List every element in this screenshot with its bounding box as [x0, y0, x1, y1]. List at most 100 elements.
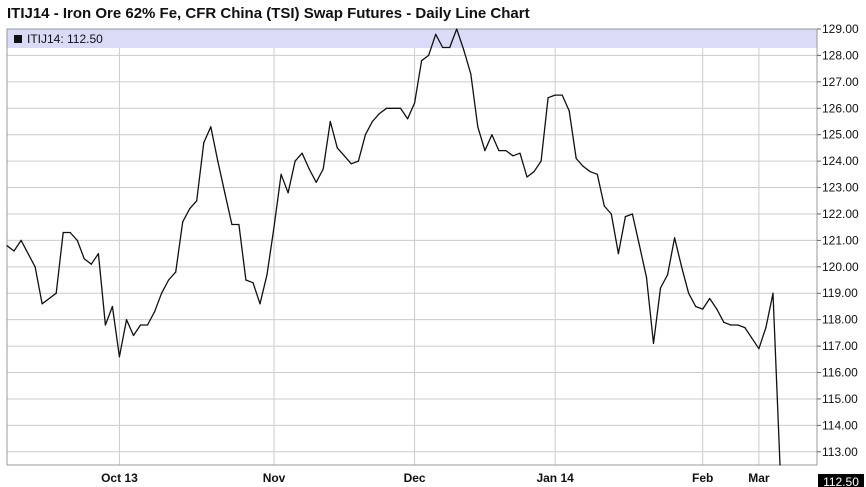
data-point [168, 279, 170, 281]
data-point [652, 342, 655, 344]
data-point [182, 221, 184, 223]
data-point [477, 126, 479, 128]
data-point [20, 239, 22, 241]
data-point [484, 150, 486, 152]
y-tick-label: 128.00 [822, 48, 859, 62]
y-tick-label: 126.00 [822, 101, 859, 115]
data-point [175, 271, 177, 273]
data-point [154, 311, 156, 313]
data-point [730, 324, 732, 326]
y-tick-label: 117.00 [822, 339, 858, 353]
data-point [744, 327, 746, 329]
y-tick-label: 127.00 [822, 75, 859, 89]
data-point [111, 305, 113, 308]
series-line-ITIJ14 [6, 28, 781, 466]
x-tick-label: Oct 13 [101, 471, 138, 485]
data-point [6, 245, 8, 247]
data-point [34, 266, 36, 268]
data-point [631, 213, 634, 215]
data-point [491, 134, 493, 136]
data-point [449, 46, 451, 49]
data-point [385, 107, 388, 109]
y-tick-label: 113.00 [822, 445, 858, 459]
data-point [371, 120, 373, 123]
data-point [41, 303, 43, 305]
data-point [273, 226, 275, 228]
data-point [280, 173, 282, 175]
data-point [470, 73, 472, 75]
data-point [463, 49, 465, 51]
y-tick-label: 129.00 [822, 22, 859, 36]
x-tick-label: Mar [748, 471, 770, 485]
data-point [132, 334, 135, 337]
data-point [259, 303, 261, 305]
data-point [322, 168, 324, 170]
y-tick-label: 121.00 [822, 233, 859, 247]
data-point [378, 113, 380, 115]
data-point [772, 292, 774, 294]
data-point [737, 324, 739, 326]
data-point [189, 208, 191, 210]
data-point [90, 263, 92, 265]
y-tick-label: 116.00 [822, 366, 858, 380]
data-point [55, 292, 57, 294]
data-point [442, 46, 444, 49]
data-point [554, 94, 556, 96]
grid-lines [7, 28, 817, 465]
data-point [435, 33, 437, 35]
x-tick-label: Nov [263, 471, 286, 485]
data-point [674, 237, 676, 239]
y-tick-label: 123.00 [822, 181, 859, 195]
x-tick-label: Feb [692, 471, 713, 485]
data-point [308, 168, 310, 170]
data-point [97, 253, 99, 255]
data-point [203, 142, 205, 144]
data-point [301, 152, 303, 154]
legend-label: ITIJ14: 112.50 [27, 32, 103, 46]
data-point [196, 200, 198, 202]
data-point [596, 173, 598, 175]
data-point [568, 110, 570, 112]
data-point [392, 107, 395, 109]
data-point [589, 171, 591, 173]
x-axis: Oct 13 Nov Dec Jan 14 Feb Mar [101, 471, 770, 485]
data-point [547, 97, 549, 99]
data-point [104, 324, 106, 326]
y-tick-label: 114.00 [822, 418, 858, 432]
data-point [582, 165, 584, 167]
y-axis: 113.00 114.00 115.00 116.00 117.00 118.00 119.… [817, 22, 859, 459]
data-point [231, 223, 233, 226]
data-point [210, 126, 212, 128]
data-point [540, 160, 542, 162]
y-tick-label: 125.00 [822, 128, 859, 142]
data-point [695, 305, 697, 308]
data-point [407, 118, 409, 120]
data-point [336, 147, 338, 149]
data-point [13, 250, 15, 252]
data-point [751, 337, 753, 339]
data-point [238, 223, 240, 226]
data-point [610, 213, 612, 215]
data-point [139, 324, 142, 326]
data-point [624, 216, 627, 218]
data-point [27, 253, 29, 255]
y-tick-label: 124.00 [822, 154, 859, 168]
data-point [224, 192, 226, 194]
y-tick-label: 115.00 [822, 392, 858, 406]
data-point [364, 134, 366, 136]
data-point [428, 54, 430, 57]
data-point [709, 297, 711, 300]
data-point [161, 292, 163, 294]
data-point [716, 308, 718, 310]
data-point [603, 205, 605, 207]
data-point [758, 348, 760, 350]
y-tick-label: 122.00 [822, 207, 859, 221]
data-point [617, 253, 620, 255]
data-point [505, 150, 507, 152]
data-point [343, 155, 345, 157]
legend-swatch [14, 35, 22, 43]
data-point [659, 287, 662, 289]
data-point [779, 464, 781, 466]
legend-band [7, 29, 817, 48]
